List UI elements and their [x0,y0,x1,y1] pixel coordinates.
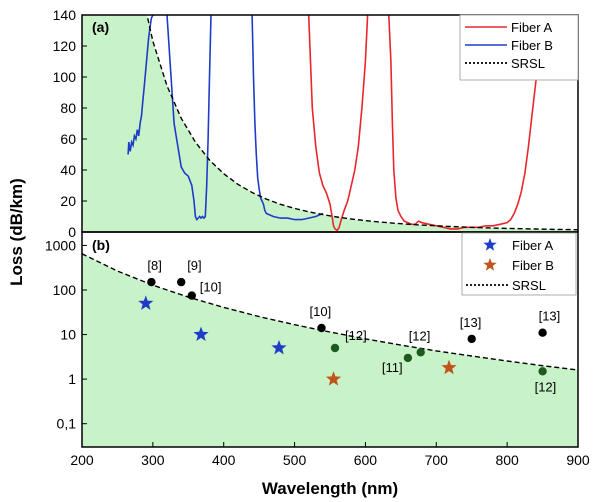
fiber-b-star-1 [441,359,457,375]
x-tick-label: 700 [425,452,449,468]
x-tick-label: 400 [212,452,236,468]
panel-a-ytick-label: 40 [60,162,76,178]
panel-b-ytick-label: 1 [68,371,76,387]
legend-b: Fiber A Fiber B SRSL [461,232,577,296]
fiber-a-star-0 [138,295,154,310]
fiber-a-star-2 [271,340,287,355]
legend-a: Fiber A Fiber B SRSL [459,14,579,81]
ref-point-9 [538,367,547,376]
ref-point-7 [467,334,476,344]
fiber-b-star-0 [325,371,342,386]
ref-label-5: [11] [382,360,403,375]
panel-b-ytick-label: 0,1 [57,416,77,432]
x-tick-label: 200 [70,452,94,468]
ref-label-1: [9] [187,258,201,273]
srsl-shade-b [82,253,578,447]
panel-a: 0 20 40 60 80 100 120 140 (a) Fiber A Fiber B SRS… [53,7,579,240]
srsl-shade-a [82,15,578,232]
legend-b-label-fiber-a: Fiber A [512,238,554,253]
x-axis-title: Wavelength (nm) [262,479,398,498]
panel-b: [8] [9] [10] [10] [12] [11] [12] [13] [13] [12] 0… [45,231,590,468]
ref-point-6 [416,348,425,357]
fiber-b-line-a-seg2 [251,15,324,221]
y-axis-title: Loss (dB/km) [7,178,26,286]
legend-b-swatch-fiber-b [483,258,497,271]
ref-point-0 [147,277,156,287]
ref-point-2 [187,291,196,300]
ref-label-3: [10] [310,304,332,319]
fiber-a-star-1 [193,326,209,341]
ref-label-6: [12] [409,328,431,343]
legend-b-label-srsl: SRSL [512,278,546,293]
panel-b-ytick-label: 1000 [45,237,76,253]
srsl-line-b [82,253,578,371]
x-tick-label: 300 [141,452,165,468]
panel-a-ytick-label: 120 [53,38,77,54]
ref-point-3 [317,323,326,333]
ref-label-7: [13] [460,315,482,330]
panel-b-ytick-label: 10 [60,327,76,343]
panel-a-ytick-label: 100 [53,69,77,85]
ref-point-8 [538,328,547,337]
panel-a-ytick-label: 140 [53,7,77,23]
x-tick-label: 600 [354,452,378,468]
panel-b-ytick-label: 100 [53,282,77,298]
legend-a-label-fiber-b: Fiber B [511,38,553,53]
panel-a-ytick-label: 80 [60,100,76,116]
ref-point-1 [177,277,186,287]
panel-a-ytick-label: 60 [60,131,76,147]
ref-label-2: [10] [200,280,222,295]
ref-label-9: [12] [535,379,557,394]
ref-label-8: [13] [539,309,561,324]
panel-a-label: (a) [92,19,109,35]
legend-b-label-fiber-b: Fiber B [512,258,554,273]
fiber-b-line-a-seg0 [127,15,155,155]
panel-b-label: (b) [92,237,110,253]
srsl-line-a [146,15,578,231]
panel-b-frame [81,231,579,448]
legend-b-box [461,232,577,296]
legend-a-box [459,14,579,81]
x-tick-label: 500 [283,452,307,468]
legend-a-label-srsl: SRSL [511,56,545,71]
legend-b-swatch-fiber-a [483,238,497,251]
ref-point-4 [330,343,340,353]
ref-label-4: [12] [345,328,367,343]
fiber-b-line-a-seg1 [166,15,212,222]
panel-a-ytick-label: 20 [60,193,76,209]
x-tick-label: 900 [566,452,590,468]
ref-label-0: [8] [147,258,161,273]
fiber-a-line-a-seg0 [307,15,369,232]
fiber-a-line-a-seg1 [388,15,545,230]
legend-a-label-fiber-a: Fiber A [511,20,553,35]
x-tick-label: 800 [495,452,519,468]
panel-a-ytick-label: 0 [68,224,76,240]
ref-point-5 [403,353,413,363]
